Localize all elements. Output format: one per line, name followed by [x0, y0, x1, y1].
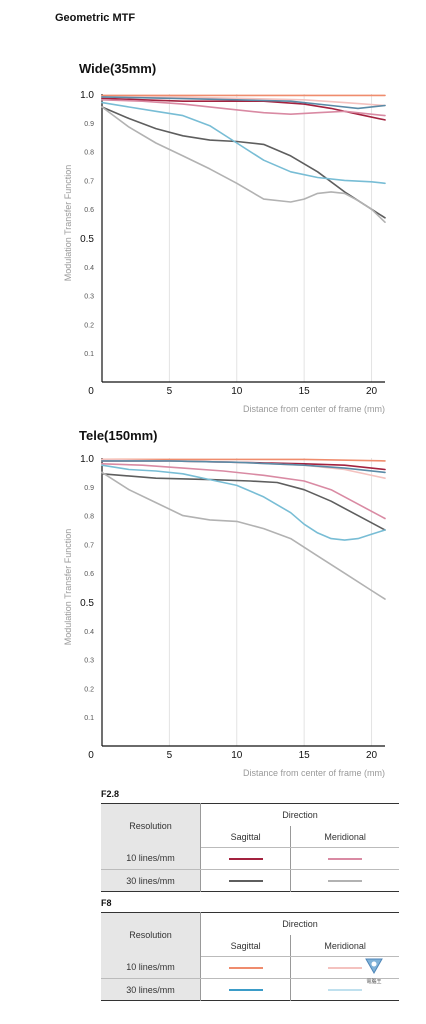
y-tick-label: 0.3: [84, 658, 94, 665]
f8-30-sagittal-swatch: [228, 989, 263, 992]
meridional-header: Meridional: [290, 826, 399, 848]
y-tick-label: 0.6: [84, 571, 94, 578]
series-line-2: [101, 473, 386, 531]
sagittal-header: Sagittal: [200, 826, 292, 848]
y-tick-label: 0.9: [84, 485, 94, 492]
f8-legend-table: Resolution Direction Sagittal Meridional…: [101, 912, 399, 1001]
f8-10-sagittal-swatch: [228, 967, 263, 970]
sagittal-header: Sagittal: [200, 935, 292, 957]
y-axis-label: Modulation Transfer Function: [63, 529, 73, 646]
series-line-3: [101, 471, 386, 600]
y-tick-label: 0.4: [84, 265, 94, 272]
y-tick-label: 0.7: [84, 178, 94, 185]
x-axis-label: Distance from center of frame (mm): [243, 768, 385, 778]
f28-legend-label: F2.8: [101, 789, 120, 799]
series-line-5: [101, 96, 386, 107]
x-tick-label: 0: [88, 750, 94, 761]
y-tick-label: 0.2: [84, 322, 94, 329]
series-line-6: [101, 464, 386, 541]
y-tick-label: 0.2: [84, 686, 94, 693]
y-axis-label: Modulation Transfer Function: [63, 165, 73, 282]
f8-10-meridional-swatch: [328, 967, 363, 970]
watermark-logo: 電腦王: [362, 958, 386, 985]
y-tick-label: 0.5: [80, 234, 94, 245]
y-tick-label: 0.9: [84, 121, 94, 128]
direction-header: Direction: [282, 919, 318, 929]
y-tick-label: 0.7: [84, 542, 94, 549]
row-label-30: 30 lines/mm: [101, 978, 201, 1001]
series-line-1: [101, 99, 386, 117]
x-axis-label: Distance from center of frame (mm): [243, 404, 385, 414]
x-tick-label: 20: [366, 750, 378, 761]
x-tick-label: 10: [231, 386, 243, 397]
row-label-10: 10 lines/mm: [101, 847, 201, 870]
tele-mtf-chart: 1.0 0.9 0.8 0.7 0.6 0.5 0.4 0.3 0.2 0.1 0 5 10 15 20 Di…: [63, 454, 386, 778]
resolution-header: Resolution: [101, 912, 201, 957]
tele-chart-title: Tele(150mm): [79, 428, 158, 443]
series-line-4: [101, 458, 386, 462]
f28-10-meridional-swatch: [328, 858, 363, 861]
x-tick-label: 0: [88, 386, 94, 397]
y-tick-label: 1.0: [80, 90, 94, 101]
series-line-7: [101, 96, 386, 110]
f28-30-meridional-swatch: [328, 880, 363, 883]
x-tick-label: 15: [299, 386, 311, 397]
y-tick-label: 0.5: [80, 598, 94, 609]
series-line-7: [101, 460, 386, 474]
resolution-header: Resolution: [101, 803, 201, 848]
meridional-header: Meridional: [290, 935, 399, 957]
series-line-2: [101, 106, 386, 219]
x-tick-label: 15: [299, 750, 311, 761]
wide-mtf-chart: 1.0 0.9 0.8 0.7 0.6 0.5 0.4 0.3 0.2 0.1 0 5 10 15 20 Di…: [63, 90, 386, 414]
f28-30-sagittal-swatch: [228, 880, 263, 883]
y-tick-label: 1.0: [80, 454, 94, 465]
watermark-shield-icon: [365, 958, 383, 975]
row-label-10: 10 lines/mm: [101, 956, 201, 979]
f8-legend-label: F8: [101, 898, 112, 908]
y-tick-label: 0.8: [84, 514, 94, 521]
page-title: Geometric MTF: [55, 12, 136, 24]
watermark-text: 電腦王: [366, 979, 382, 985]
x-tick-label: 5: [167, 386, 173, 397]
row-label-30: 30 lines/mm: [101, 869, 201, 892]
direction-header: Direction: [282, 810, 318, 820]
x-tick-label: 5: [167, 750, 173, 761]
y-tick-label: 0.1: [84, 715, 94, 722]
f28-legend-table: Resolution Direction Sagittal Meridional…: [101, 803, 399, 892]
y-tick-label: 0.4: [84, 629, 94, 636]
y-tick-label: 0.6: [84, 207, 94, 214]
y-tick-label: 0.1: [84, 351, 94, 358]
series-line-1: [101, 463, 386, 520]
f8-30-meridional-swatch: [328, 989, 363, 992]
f28-10-sagittal-swatch: [228, 858, 263, 861]
y-tick-label: 0.8: [84, 150, 94, 157]
series-line-3: [101, 106, 386, 223]
x-tick-label: 20: [366, 386, 378, 397]
x-tick-label: 10: [231, 750, 243, 761]
series-line-6: [101, 101, 386, 185]
y-tick-label: 0.3: [84, 294, 94, 301]
wide-chart-title: Wide(35mm): [79, 61, 157, 76]
